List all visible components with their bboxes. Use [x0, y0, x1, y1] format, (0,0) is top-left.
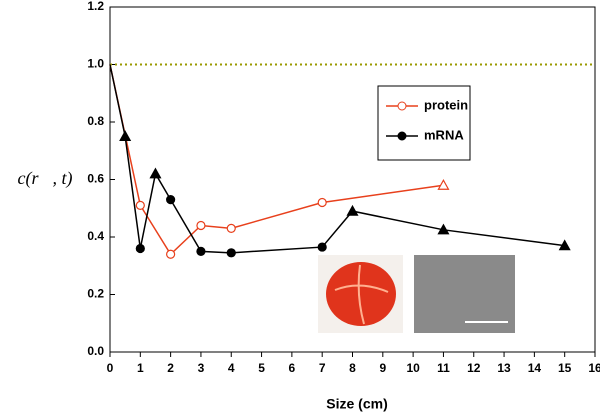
point — [226, 223, 236, 233]
series-line — [109, 64, 565, 254]
y-tick-label: 0.2 — [87, 287, 104, 301]
y-tick-label: 0.4 — [87, 229, 104, 243]
x-tick-label: 15 — [558, 361, 572, 375]
point — [196, 246, 206, 256]
y-tick-label: 0.6 — [87, 172, 104, 186]
point — [135, 243, 145, 254]
inset-images — [318, 255, 515, 333]
point — [166, 195, 176, 205]
x-tick-label: 16 — [588, 361, 600, 375]
point — [166, 249, 176, 259]
tumor-photo — [326, 262, 396, 326]
y-tick-label: 0.0 — [87, 344, 104, 358]
point — [119, 130, 132, 141]
x-tick-label: 11 — [437, 361, 450, 375]
x-tick-label: 1 — [137, 361, 144, 375]
x-tick-label: 12 — [467, 361, 481, 375]
x-tick-label: 9 — [379, 361, 386, 375]
legend-label: protein — [424, 97, 468, 112]
legend-marker — [397, 131, 407, 141]
y-tick-label: 1.0 — [87, 57, 104, 71]
x-tick-label: 14 — [528, 361, 542, 375]
x-tick-label: 10 — [406, 361, 420, 375]
x-tick-label: 4 — [228, 361, 235, 375]
x-tick-label: 7 — [319, 361, 326, 375]
y-axis-label: c(r⃗, t) — [18, 168, 73, 189]
x-tick-label: 0 — [107, 361, 114, 375]
point — [135, 200, 145, 210]
legend-box — [377, 85, 471, 161]
tissue-photo — [414, 255, 515, 333]
y-tick-label: 0.8 — [87, 114, 104, 128]
point — [317, 242, 327, 252]
x-tick-label: 2 — [167, 361, 174, 375]
point — [317, 197, 327, 208]
x-tick-label: 5 — [258, 361, 265, 375]
point — [226, 248, 236, 258]
point — [558, 239, 571, 251]
legend-marker — [397, 101, 407, 111]
point — [437, 179, 450, 190]
point — [149, 167, 162, 179]
point — [437, 223, 450, 235]
point — [346, 204, 359, 216]
x-axis-label: Size (cm) — [326, 396, 387, 412]
legend-label: mRNA — [424, 127, 464, 142]
tumor-texture — [334, 264, 389, 325]
x-tick-label: 3 — [198, 361, 205, 375]
point — [196, 220, 206, 231]
x-tick-label: 6 — [289, 361, 296, 375]
y-tick-label: 1.2 — [87, 0, 104, 13]
x-tick-label: 8 — [349, 361, 356, 375]
x-tick-label: 13 — [497, 361, 511, 375]
